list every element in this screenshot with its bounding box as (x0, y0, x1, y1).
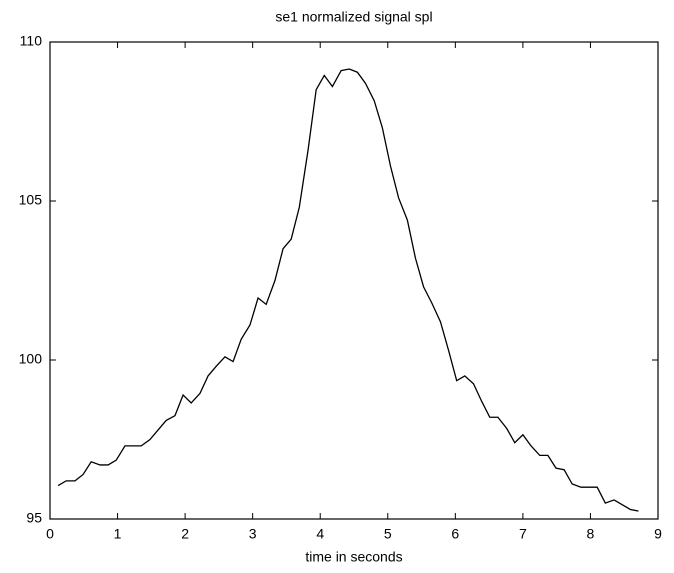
plot-frame (49, 41, 659, 520)
x-tick-label: 7 (519, 526, 527, 542)
x-tick-label: 8 (587, 526, 595, 542)
x-tick-label: 9 (654, 526, 662, 542)
y-tick-label: 110 (20, 33, 43, 49)
y-tick-label: 105 (19, 192, 43, 208)
x-axis-label: time in seconds (305, 549, 402, 565)
x-tick-label: 0 (46, 526, 54, 542)
chart-title: se1 normalized signal spl (275, 9, 432, 25)
x-tick-label: 6 (451, 526, 459, 542)
x-tick-label: 4 (316, 526, 324, 542)
x-tick-label: 2 (181, 526, 189, 542)
line (57, 68, 639, 512)
x-tick-label: 1 (114, 526, 122, 542)
y-tick-label: 100 (19, 351, 43, 367)
y-tick-label: 95 (26, 510, 42, 526)
x-tick-label: 3 (249, 526, 257, 542)
x-tick-label: 5 (384, 526, 392, 542)
